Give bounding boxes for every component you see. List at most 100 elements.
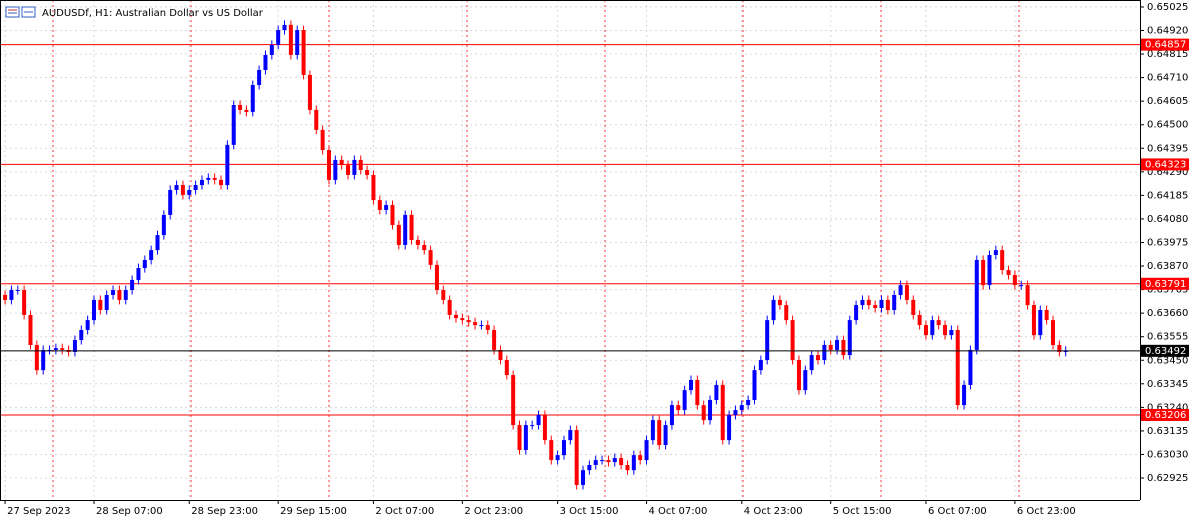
candle-body [917,314,922,326]
candle-body [346,165,351,175]
candle-body [326,150,331,180]
candle-body [485,325,490,330]
candle-body [504,360,509,376]
candle-body [9,290,14,300]
candle-body [981,259,986,286]
candle-body [790,320,795,361]
candle-body [587,465,592,471]
level-label: 0.63791 [1145,279,1186,290]
x-tick-label: 2 Oct 07:00 [375,506,434,517]
candle-body [371,174,376,201]
candle-body [777,299,782,306]
candle-body [1025,285,1030,306]
candle-body [822,344,827,361]
candle-body [746,399,751,406]
candle-body [714,384,719,400]
candle-body [898,285,903,295]
y-tick-label: 0.64290 [1147,167,1188,178]
candle-body [816,355,821,361]
candle-body [720,384,725,441]
y-tick-label: 0.64815 [1147,49,1188,60]
candle-body [352,159,357,175]
candle-body [796,360,801,391]
candle-body [390,205,395,225]
candle-body [511,375,516,426]
x-tick-label: 2 Oct 23:00 [464,506,523,517]
candle-body [866,299,871,306]
candle-body [85,320,90,330]
candle-body [549,440,554,461]
candle-body [41,349,46,371]
candle-body [244,109,249,112]
candle-body [238,104,243,110]
candle-body [669,405,674,426]
candle-body [733,410,738,415]
candle-body [174,185,179,190]
candle-body [809,355,814,371]
candle-body [1044,310,1049,321]
candle-body [676,405,681,411]
candle-body [1038,310,1043,336]
candle-body [974,259,979,350]
y-tick-label: 0.63975 [1147,237,1188,248]
candle-body [479,325,484,327]
candle-body [257,69,262,86]
candle-body [828,344,833,350]
candle-body [841,340,846,356]
candle-body [212,177,217,180]
candle-body [498,349,503,361]
plot [0,0,1140,500]
candle-body [358,159,363,171]
level-tag [1141,408,1189,421]
y-tick-label: 0.62925 [1147,473,1188,484]
candle-body [561,440,566,456]
candle-body [1012,275,1017,286]
candle-body [441,290,446,300]
candle-body [987,255,992,286]
candle-body [860,299,865,306]
candle-body [111,290,116,295]
candle-body [288,24,293,55]
candle-body [123,290,128,300]
candle-body [765,320,770,361]
x-tick-label: 6 Oct 07:00 [928,506,987,517]
candle-body [625,465,630,471]
candle-body [727,414,732,441]
candle-body [34,344,39,371]
candle-body [384,205,389,210]
candle-body [1019,285,1024,287]
candle-body [454,314,458,319]
candle-body [403,214,408,245]
candle-body [581,470,586,485]
candle-body [1050,320,1055,345]
candle-body [968,349,973,385]
y-tick-label: 0.64395 [1147,143,1188,154]
level-tag [1141,158,1189,171]
level-label: 0.63206 [1145,410,1186,421]
y-tick-label: 0.63450 [1147,355,1188,366]
candle-body [923,325,928,336]
candle-body [758,360,763,371]
candle-body [193,185,198,190]
candle-body [269,44,274,55]
y-tick-label: 0.64500 [1147,120,1188,131]
candle-body [688,379,693,391]
candle-body [333,159,338,180]
candle-body [492,329,497,350]
candle-body [955,329,960,406]
candle-body [650,420,655,441]
candle-body [892,294,897,311]
candle-body [1031,305,1036,336]
candle-body [943,325,948,336]
candle-body [739,405,744,411]
x-tick-label: 27 Sep 2023 [7,506,70,517]
candle-body [784,305,789,321]
candle-body [225,144,230,186]
x-tick-label: 4 Oct 23:00 [744,506,803,517]
candle-body [307,74,312,110]
level-label: 0.63492 [1145,346,1186,357]
candle-body [199,179,204,186]
candle-body [517,425,522,450]
candle-body [434,264,439,291]
